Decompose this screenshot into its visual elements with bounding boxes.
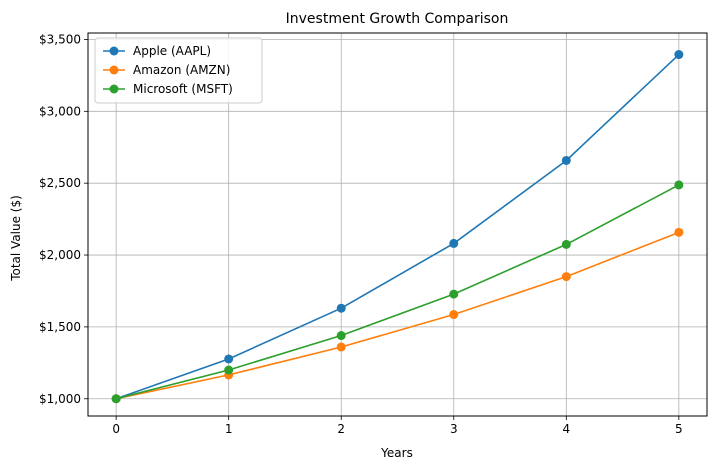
y-tick-label: $2,500 (39, 176, 81, 190)
x-tick-label: 1 (225, 422, 233, 436)
legend-marker (109, 65, 119, 75)
data-point (674, 50, 684, 60)
x-tick-label: 4 (562, 422, 570, 436)
data-point (449, 310, 459, 320)
y-tick-label: $1,500 (39, 320, 81, 334)
data-point (449, 289, 459, 299)
legend-label: Amazon (AMZN) (133, 63, 230, 77)
series-lines (111, 50, 684, 404)
data-point (674, 227, 684, 237)
series-line (115, 231, 680, 400)
series-line (115, 184, 680, 400)
legend-label: Microsoft (MSFT) (133, 82, 233, 96)
series-line (115, 53, 680, 400)
data-point (561, 155, 571, 165)
data-point (111, 394, 121, 404)
plot-area-frame (87, 32, 708, 417)
legend-marker (109, 46, 119, 56)
data-point (224, 354, 234, 364)
legend-marker (109, 84, 119, 94)
data-point (336, 331, 346, 341)
data-point (674, 180, 684, 190)
y-tick-label: $2,000 (39, 248, 81, 262)
x-tick-label: 3 (450, 422, 458, 436)
x-tick-label: 0 (112, 422, 120, 436)
x-axis-label: Years (380, 446, 413, 460)
axis-ticks: 0 1 2 3 4 5 $1,000 $1,500 $2,000 $2,500 $3,000 $3,5… (39, 32, 683, 436)
chart-title: Investment Growth Comparison (286, 11, 509, 27)
legend-box (94, 37, 263, 104)
y-axis-label: Total Value ($) (9, 195, 23, 282)
data-point (449, 238, 459, 248)
y-tick-label: $1,000 (39, 392, 81, 406)
y-tick-label: $3,500 (39, 32, 81, 46)
y-tick-label: $3,000 (39, 104, 81, 118)
x-tick-label: 2 (337, 422, 345, 436)
data-point (224, 365, 234, 375)
data-point (561, 239, 571, 249)
data-point (561, 272, 571, 282)
data-point (336, 342, 346, 352)
data-point (336, 303, 346, 313)
series-group (111, 180, 684, 404)
legend: Apple (AAPL) Amazon (AMZN) Microsoft (MSFT… (94, 37, 263, 104)
x-tick-label: 5 (675, 422, 683, 436)
legend-label: Apple (AAPL) (133, 44, 211, 58)
